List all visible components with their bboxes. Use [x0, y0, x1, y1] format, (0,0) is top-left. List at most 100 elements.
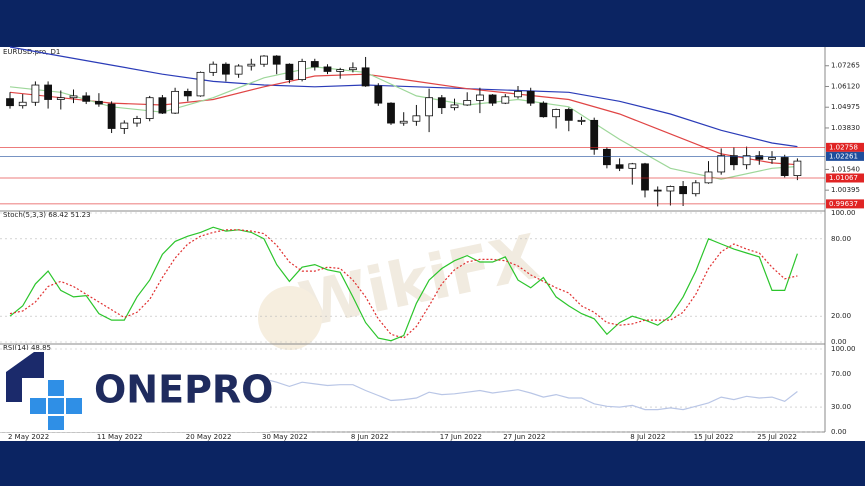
candle-body [742, 155, 751, 166]
y-tick-label: 30.00 [831, 403, 851, 411]
y-tick-label: 1.00395 [831, 186, 860, 194]
candle-body [399, 120, 408, 124]
moving-average [9, 73, 798, 166]
moving-average [9, 66, 798, 180]
candle-body [272, 55, 281, 65]
candle-body [730, 155, 738, 166]
y-tick-label: 1.06120 [831, 82, 860, 90]
candle-body [348, 67, 357, 71]
logo-icon [66, 398, 82, 414]
logo-bg [0, 350, 270, 432]
candle-body [107, 103, 116, 129]
candle-body [590, 119, 599, 150]
candle-body [361, 67, 370, 87]
candle-body [336, 69, 345, 72]
candle-body [18, 101, 27, 107]
watermark-emblem [258, 286, 322, 350]
candle-body [691, 182, 700, 195]
logo-icon [6, 352, 44, 402]
x-tick-label: 11 May 2022 [97, 433, 143, 441]
logo-icon [30, 398, 46, 414]
candle-body [387, 102, 395, 124]
y-tick-label: 0.00 [831, 338, 847, 346]
candle-body [475, 94, 484, 101]
candle-body [526, 90, 535, 104]
candle-body [196, 71, 205, 97]
logo-text: ONEPRO [94, 368, 273, 412]
candle-body [44, 84, 52, 100]
x-tick-label: 17 Jun 2022 [440, 433, 482, 441]
indicator-line [9, 226, 798, 342]
candle-body [260, 55, 268, 65]
y-tick-label: 70.00 [831, 370, 851, 378]
candle-body [374, 85, 383, 104]
candle-body [412, 115, 421, 122]
level-label-bg [826, 142, 864, 152]
candle-body [120, 122, 129, 129]
candle-body [323, 66, 332, 72]
candle-body [603, 148, 611, 166]
y-tick-label: 80.00 [831, 235, 851, 243]
candle-body [95, 100, 103, 105]
candle-body [247, 63, 256, 67]
y-tick-label: 1.01540 [831, 165, 860, 173]
candle-body [679, 186, 687, 195]
candle-body [552, 109, 560, 118]
candle-body [158, 97, 167, 114]
level-label-bg [826, 199, 864, 209]
level-label: 1.02758 [829, 143, 858, 151]
candle-body [285, 63, 294, 81]
candle-body [780, 157, 789, 176]
candle-body [145, 97, 154, 119]
candle-body [717, 155, 726, 173]
candle-body [463, 100, 472, 106]
candle-body [704, 171, 713, 184]
logo-icon [48, 398, 64, 414]
candle-body [171, 90, 180, 114]
candle-body [82, 95, 91, 102]
x-tick-label: 30 May 2022 [262, 433, 308, 441]
candle-body [755, 155, 764, 160]
y-tick-label: 1.03830 [831, 124, 860, 132]
candle-body [437, 97, 446, 109]
level-label-bg [826, 151, 864, 161]
candle-body [615, 164, 624, 169]
x-tick-label: 25 Jul 2022 [757, 433, 797, 441]
stoch-title: Stoch(5,3,3) 68.42 51.23 [3, 211, 91, 219]
candle-body [539, 102, 548, 118]
candle-body [56, 97, 65, 100]
candle-body [425, 97, 434, 117]
candle-body [31, 84, 40, 103]
candle-body [501, 96, 510, 104]
moving-average [9, 46, 798, 148]
candle-body [183, 90, 192, 97]
rsi-title: RSI(14) 48.85 [3, 344, 51, 352]
candle-body [564, 109, 573, 121]
candle-body [209, 63, 218, 73]
candle-body [6, 98, 14, 107]
x-tick-label: 2 May 2022 [8, 433, 49, 441]
x-tick-label: 8 Jul 2022 [630, 433, 665, 441]
candle-body [577, 119, 586, 122]
candle-body [310, 61, 319, 68]
candle-body [133, 118, 141, 124]
y-tick-label: 100.00 [831, 345, 856, 353]
x-tick-label: 8 Jun 2022 [351, 433, 389, 441]
candle-body [234, 65, 243, 75]
logo-icon [48, 416, 64, 430]
level-label-bg [826, 173, 864, 183]
logo: ONEPRO [0, 350, 273, 432]
level-label: 0.99637 [829, 200, 858, 208]
level-label: 1.01067 [829, 174, 858, 182]
candle-body [793, 160, 802, 176]
x-tick-label: 20 May 2022 [186, 433, 232, 441]
candle-body [298, 61, 307, 80]
candle-body [628, 163, 637, 169]
x-tick-label: 15 Jul 2022 [694, 433, 734, 441]
candle-body [641, 163, 649, 191]
candle-body [653, 189, 662, 192]
y-tick-label: 0.00 [831, 428, 847, 436]
y-tick-label: 20.00 [831, 312, 851, 320]
candle-body [514, 90, 522, 98]
